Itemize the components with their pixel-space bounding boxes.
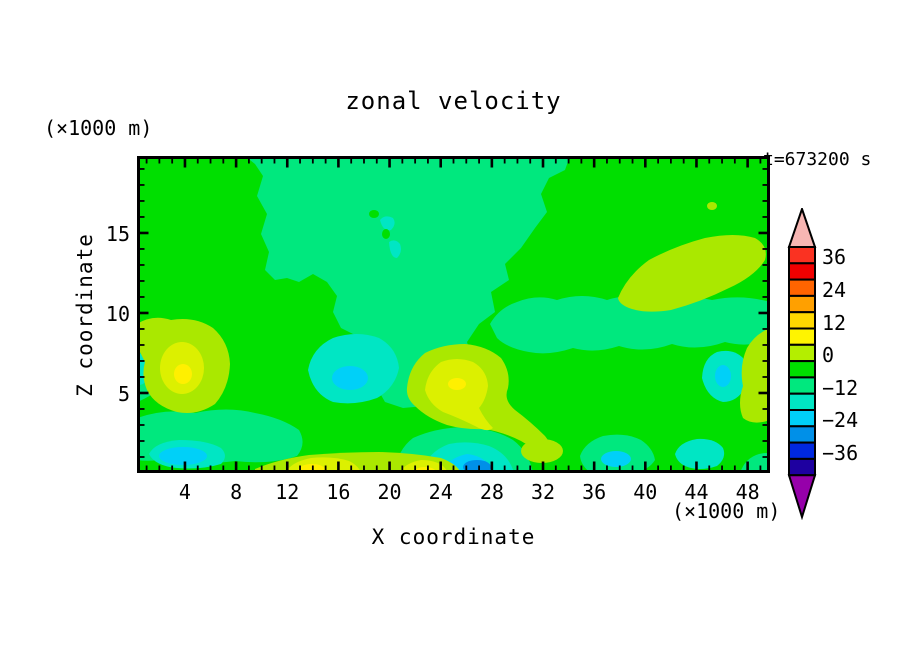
contour-region-turquoise-streak-a — [380, 216, 395, 231]
x-tick-label: 28 — [479, 480, 504, 504]
x-tick-label: 48 — [735, 480, 760, 504]
colorbar-label: 24 — [822, 277, 847, 302]
colorbar-segment — [788, 343, 816, 363]
x-axis-unit-label: (×1000 m) — [672, 499, 781, 523]
contour-region-yellowgreen-center — [425, 359, 493, 431]
contour-region-turquoise-right-low — [675, 438, 725, 469]
x-axis-title: X coordinate — [371, 525, 536, 549]
colorbar-segment — [788, 311, 816, 330]
page-title: zonal velocity — [345, 87, 562, 115]
x-tick-label: 20 — [377, 480, 402, 504]
contour-region-yellow-left-core — [174, 364, 192, 384]
colorbar-segment — [788, 457, 816, 477]
contour-speck-chartreuse — [707, 202, 717, 210]
plot-svg — [137, 156, 770, 473]
colorbar-segment — [788, 392, 816, 411]
colorbar-segment — [788, 262, 816, 281]
contour-speck-green-b — [382, 229, 390, 239]
contour-region-turquoise-streak-b — [389, 240, 401, 258]
colorbar-segment — [788, 376, 816, 395]
contour-region-yellowgreen-bottom-b — [399, 460, 448, 473]
x-tick-label: 16 — [326, 480, 351, 504]
x-tick-label: 32 — [530, 480, 556, 504]
colorbar-segment — [788, 294, 816, 314]
colorbar-label: 0 — [822, 343, 835, 368]
contour-region-yellow-dot-center — [448, 378, 466, 390]
contour-speck-green-a — [369, 210, 379, 218]
colorbar-over-arrow — [787, 205, 817, 248]
contour-region-cyan-bottomleft — [159, 447, 207, 465]
contour-region-cyan-right-mid — [715, 365, 731, 387]
time-annotation: t=673200 s — [763, 149, 872, 170]
x-tick-label: 12 — [275, 480, 300, 504]
contour-field — [137, 156, 770, 473]
contour-region-chartreuse-rightedge — [740, 328, 770, 423]
colorbar-segment — [788, 441, 816, 460]
colorbar-segment — [788, 360, 816, 379]
contour-region-chartreuse-right-slant — [618, 235, 766, 312]
x-tick-label: 8 — [230, 480, 243, 504]
colorbar: 36 24 12 0 −12 −24 −36 — [787, 205, 904, 521]
colorbar-label: −12 — [822, 375, 859, 400]
contour-region-blue-core — [463, 460, 491, 473]
y-axis-unit-label: (×1000 m) — [44, 116, 153, 140]
colorbar-label: −36 — [822, 440, 859, 465]
colorbar-label: 12 — [822, 310, 847, 335]
contour-region-spring-midright-band — [490, 296, 770, 354]
contour-region-cyan-bottomright — [601, 451, 631, 467]
colorbar-svg — [787, 205, 817, 521]
colorbar-segment — [788, 278, 816, 297]
y-tick-label: 15 — [105, 221, 130, 246]
x-tick-label: 36 — [582, 480, 607, 504]
plot-border — [137, 156, 770, 473]
x-tick-label: 4 — [178, 480, 191, 504]
colorbar-label: 36 — [822, 245, 847, 270]
x-tick-label: 40 — [633, 480, 658, 504]
contour-region-spring-main — [245, 156, 570, 408]
contour-region-chartreuse-small — [521, 439, 563, 463]
colorbar-segment — [788, 246, 816, 265]
y-tick-label: 10 — [105, 301, 130, 326]
colorbar-segment — [788, 425, 816, 444]
y-tick-label: 5 — [117, 381, 130, 406]
contour-region-cyan-centerleft — [332, 366, 368, 390]
colorbar-label: −24 — [822, 408, 859, 433]
x-tick-label: 24 — [428, 480, 453, 504]
colorbar-segment — [788, 327, 816, 346]
colorbar-under-arrow — [787, 474, 817, 521]
colorbar-segment — [788, 409, 816, 428]
colorbar-segments — [788, 246, 816, 477]
x-tick-label: 44 — [684, 480, 709, 504]
